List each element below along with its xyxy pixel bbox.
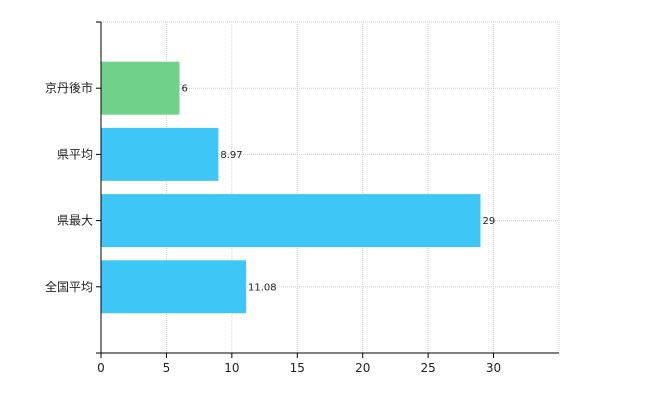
value-label: 6 xyxy=(182,84,188,95)
category-label: 県平均 xyxy=(57,147,93,161)
value-label: 8.97 xyxy=(220,150,242,161)
category-label: 県最大 xyxy=(57,214,93,228)
bar xyxy=(101,260,246,314)
bar xyxy=(101,194,481,248)
x-tick-label: 30 xyxy=(486,361,501,375)
bar xyxy=(101,127,219,181)
category-label: 京丹後市 xyxy=(45,80,93,95)
axis-layer xyxy=(96,21,559,358)
x-tick-label: 15 xyxy=(290,361,305,375)
label-layer: 京丹後市 6 県平均 8.97 県最大 29 全国平均 11.08 0 5 10 15 20 25 30 xyxy=(45,80,501,375)
value-label: 11.08 xyxy=(248,282,277,293)
x-tick-label: 10 xyxy=(224,361,239,375)
x-tick-label: 0 xyxy=(97,361,105,375)
category-label: 全国平均 xyxy=(45,279,93,294)
bar xyxy=(101,61,180,115)
x-tick-label: 20 xyxy=(355,361,370,375)
x-tick-label: 5 xyxy=(163,361,171,375)
x-tick-label: 25 xyxy=(421,361,436,375)
value-label: 29 xyxy=(482,216,495,227)
bar-layer xyxy=(101,61,481,314)
